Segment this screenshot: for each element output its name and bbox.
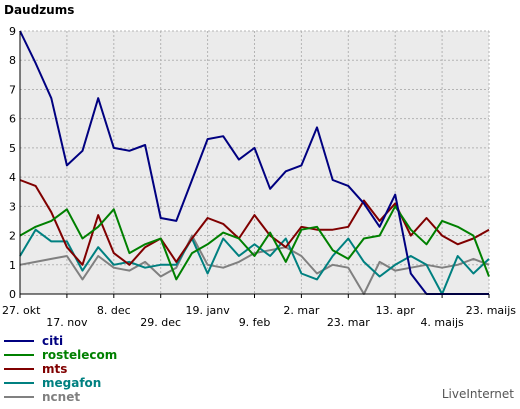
x-tick-label: 8. dec xyxy=(97,304,131,317)
chart-title: Daudzums xyxy=(4,3,74,17)
y-tick-label: 0 xyxy=(9,288,16,301)
series-line-megafon xyxy=(19,228,490,295)
watermark: LiveInternet xyxy=(442,387,514,401)
x-tick-label: 2. mar xyxy=(283,304,319,317)
grid-lines xyxy=(19,30,490,298)
x-tick-label: 23. maijs xyxy=(466,304,517,317)
y-tick-label: 1 xyxy=(9,259,16,272)
series-lines xyxy=(19,30,490,295)
x-tick-label: 9. feb xyxy=(239,316,271,329)
y-tick-label: 8 xyxy=(9,54,16,67)
y-tick-label: 4 xyxy=(9,171,16,184)
y-tick-label: 9 xyxy=(9,25,16,38)
plot-area xyxy=(20,31,489,294)
x-tick-label: 17. nov xyxy=(46,316,88,329)
x-tick-label: 4. maijs xyxy=(420,316,464,329)
y-tick-label: 7 xyxy=(9,83,16,96)
y-tick-label: 3 xyxy=(9,200,16,213)
y-tick-label: 6 xyxy=(9,113,16,126)
y-axis-ticks: 0 1 2 3 4 5 6 7 8 9 xyxy=(9,25,16,301)
legend-label-citi: citi xyxy=(42,334,63,348)
x-tick-label: 23. mar xyxy=(327,316,370,329)
x-tick-label: 27. okt xyxy=(2,304,41,317)
series-line-mts xyxy=(19,179,490,266)
legend-label-megafon: megafon xyxy=(42,376,101,390)
x-tick-label: 29. dec xyxy=(140,316,181,329)
series-line-citi xyxy=(19,30,489,295)
y-tick-label: 5 xyxy=(9,142,16,155)
x-axis-ticks: 27. okt 8. dec 19. janv 2. mar 13. apr 23. ma… xyxy=(2,304,516,329)
axes xyxy=(19,31,489,295)
x-tick-label: 19. janv xyxy=(185,304,230,317)
y-tick-label: 2 xyxy=(9,230,16,243)
series-line-rostelecom xyxy=(19,205,490,281)
legend-label-rostelecom: rostelecom xyxy=(42,348,117,362)
legend-label-ncnet: ncnet xyxy=(42,390,80,404)
x-tick-label: 13. apr xyxy=(376,304,416,317)
series-line-ncnet xyxy=(19,234,490,295)
legend-label-mts: mts xyxy=(42,362,67,376)
